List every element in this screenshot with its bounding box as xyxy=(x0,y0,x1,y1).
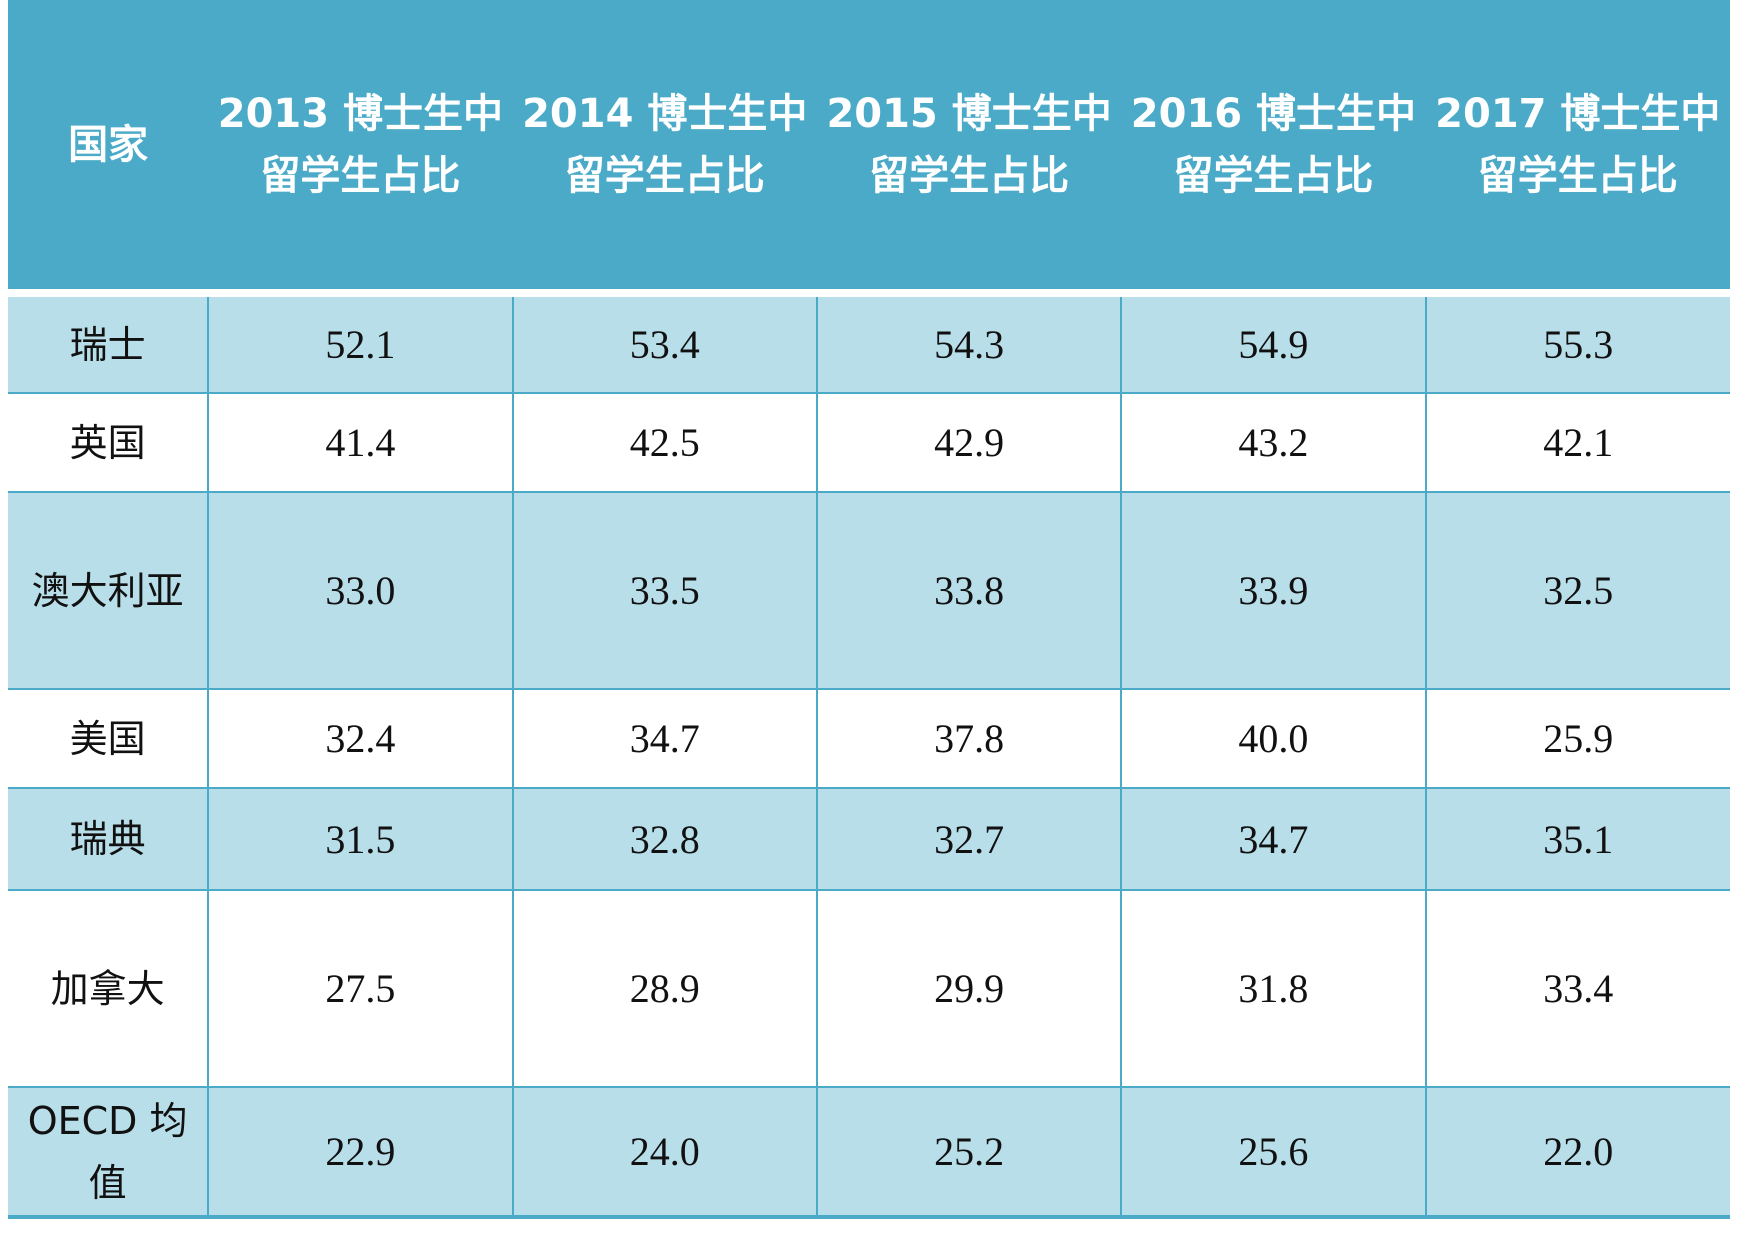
value-cell: 22.9 xyxy=(207,1086,514,1219)
value-cell: 24.0 xyxy=(511,1086,818,1219)
country-cell: OECD 均值 xyxy=(8,1086,210,1219)
value-cell: 29.9 xyxy=(815,889,1123,1088)
value-cell: 55.3 xyxy=(1424,292,1730,394)
column-header: 2013 博士生中留学生占比 xyxy=(208,0,513,297)
value-cell: 54.9 xyxy=(1120,292,1427,394)
value-cell: 35.1 xyxy=(1424,787,1730,891)
table-row: 澳大利亚 33.0 33.5 33.8 33.9 32.5 xyxy=(8,491,1730,690)
value-cell: 54.3 xyxy=(815,292,1123,394)
value-cell: 22.0 xyxy=(1424,1086,1730,1219)
header-row: 国家 2013 博士生中留学生占比 2014 博士生中留学生占比 2015 博士… xyxy=(8,0,1730,297)
value-cell: 31.5 xyxy=(207,787,514,891)
value-cell: 33.9 xyxy=(1120,491,1427,690)
value-cell: 33.8 xyxy=(815,491,1123,690)
country-cell: 瑞士 xyxy=(8,292,210,394)
value-cell: 37.8 xyxy=(815,688,1123,789)
value-cell: 32.8 xyxy=(511,787,818,891)
value-cell: 25.6 xyxy=(1120,1086,1427,1219)
table-row: 加拿大 27.5 28.9 29.9 31.8 33.4 xyxy=(8,889,1730,1088)
country-cell: 美国 xyxy=(8,688,210,789)
table-row: 瑞士 52.1 53.4 54.3 54.9 55.3 xyxy=(8,292,1730,394)
country-cell: 加拿大 xyxy=(8,889,210,1088)
country-cell: 澳大利亚 xyxy=(8,491,210,690)
column-header: 国家 xyxy=(8,0,209,297)
value-cell: 53.4 xyxy=(511,292,818,394)
table-row: 英国 41.4 42.5 42.9 43.2 42.1 xyxy=(8,392,1730,493)
value-cell: 43.2 xyxy=(1120,392,1427,493)
table-row: 美国 32.4 34.7 37.8 40.0 25.9 xyxy=(8,688,1730,789)
value-cell: 27.5 xyxy=(207,889,514,1088)
value-cell: 41.4 xyxy=(207,392,514,493)
value-cell: 42.1 xyxy=(1424,392,1730,493)
value-cell: 32.5 xyxy=(1424,491,1730,690)
table-row: OECD 均值 22.9 24.0 25.2 25.6 22.0 xyxy=(8,1086,1730,1219)
value-cell: 40.0 xyxy=(1120,688,1427,789)
value-cell: 34.7 xyxy=(511,688,818,789)
column-header: 2017 博士生中留学生占比 xyxy=(1425,0,1730,297)
value-cell: 28.9 xyxy=(511,889,818,1088)
table-row: 瑞典 31.5 32.8 32.7 34.7 35.1 xyxy=(8,787,1730,891)
data-table: 国家 2013 博士生中留学生占比 2014 博士生中留学生占比 2015 博士… xyxy=(8,0,1730,1219)
country-cell: 瑞典 xyxy=(8,787,210,891)
value-cell: 31.8 xyxy=(1120,889,1427,1088)
value-cell: 32.4 xyxy=(207,688,514,789)
column-header: 2016 博士生中留学生占比 xyxy=(1121,0,1426,297)
country-cell: 英国 xyxy=(8,392,210,493)
value-cell: 42.9 xyxy=(815,392,1123,493)
value-cell: 25.9 xyxy=(1424,688,1730,789)
value-cell: 33.5 xyxy=(511,491,818,690)
value-cell: 52.1 xyxy=(207,292,514,394)
value-cell: 32.7 xyxy=(815,787,1123,891)
value-cell: 42.5 xyxy=(511,392,818,493)
value-cell: 33.0 xyxy=(207,491,514,690)
column-header: 2015 博士生中留学生占比 xyxy=(816,0,1122,297)
value-cell: 25.2 xyxy=(815,1086,1123,1219)
value-cell: 34.7 xyxy=(1120,787,1427,891)
column-header: 2014 博士生中留学生占比 xyxy=(512,0,817,297)
value-cell: 33.4 xyxy=(1424,889,1730,1088)
